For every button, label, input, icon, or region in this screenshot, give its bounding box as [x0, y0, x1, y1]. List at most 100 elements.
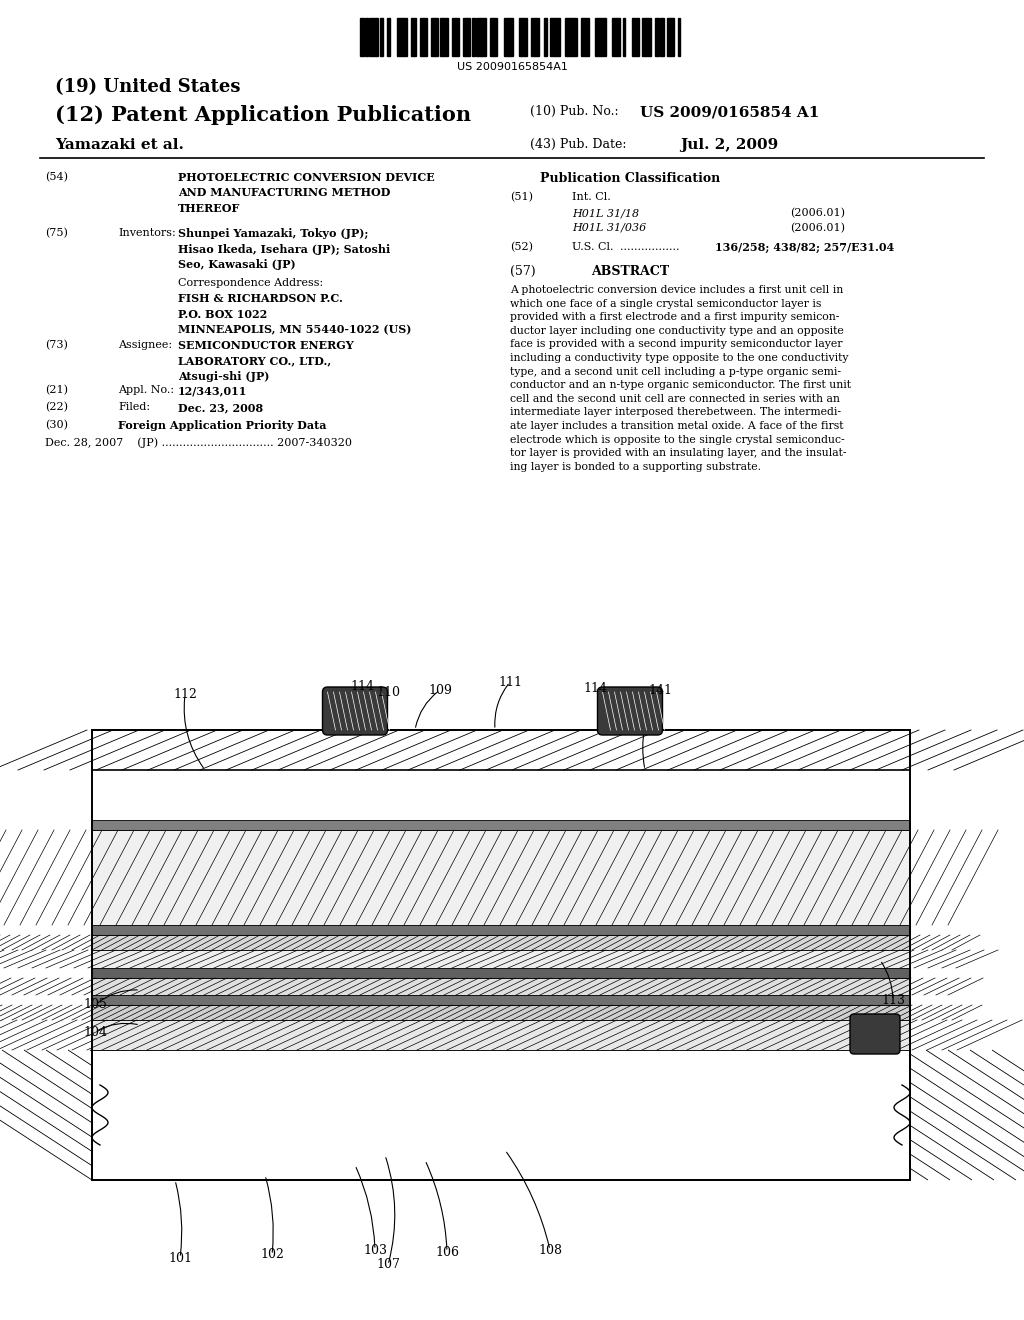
Text: (12) Patent Application Publication: (12) Patent Application Publication: [55, 106, 471, 125]
Bar: [519, 18, 520, 55]
Bar: [368, 18, 369, 55]
Bar: [582, 18, 583, 55]
Bar: [494, 18, 498, 55]
Text: Yamazaki et al.: Yamazaki et al.: [55, 139, 184, 152]
Bar: [654, 18, 655, 55]
Bar: [520, 18, 526, 55]
Bar: [510, 18, 513, 55]
Bar: [92, 1020, 910, 1049]
Bar: [544, 18, 545, 55]
FancyBboxPatch shape: [323, 686, 387, 735]
Bar: [662, 18, 665, 55]
Text: A photoelectric conversion device includes a first unit cell in
which one face o: A photoelectric conversion device includ…: [510, 285, 851, 471]
Bar: [550, 18, 554, 55]
Text: .................: .................: [620, 242, 680, 252]
Text: 103: 103: [362, 1243, 387, 1257]
Text: 136/258; 438/82; 257/E31.04: 136/258; 438/82; 257/E31.04: [715, 242, 894, 253]
Bar: [92, 995, 910, 1005]
Bar: [646, 18, 650, 55]
Text: (73): (73): [45, 341, 68, 350]
Text: (52): (52): [510, 242, 534, 252]
Text: (22): (22): [45, 403, 68, 412]
Bar: [671, 18, 674, 55]
Text: 101: 101: [168, 1251, 193, 1265]
Bar: [92, 820, 910, 830]
Text: (30): (30): [45, 420, 68, 430]
Bar: [401, 18, 408, 55]
Bar: [396, 18, 401, 55]
Text: Inventors:: Inventors:: [118, 228, 176, 238]
Text: Appl. No.:: Appl. No.:: [118, 385, 174, 395]
Text: (51): (51): [510, 191, 534, 202]
Text: Jul. 2, 2009: Jul. 2, 2009: [680, 139, 778, 152]
Text: (10) Pub. No.:: (10) Pub. No.:: [530, 106, 618, 117]
Text: (21): (21): [45, 385, 68, 395]
Text: US 2009/0165854 A1: US 2009/0165854 A1: [640, 106, 819, 119]
Bar: [453, 18, 457, 55]
Text: (54): (54): [45, 172, 68, 182]
Bar: [412, 18, 413, 55]
Text: 113: 113: [881, 994, 905, 1006]
Text: 110: 110: [376, 685, 400, 698]
Bar: [616, 18, 621, 55]
Bar: [366, 18, 368, 55]
Bar: [583, 18, 589, 55]
Text: 105: 105: [83, 998, 106, 1011]
Bar: [624, 18, 625, 55]
Text: Assignee:: Assignee:: [118, 341, 172, 350]
Text: 104: 104: [83, 1026, 106, 1039]
Text: 109: 109: [428, 684, 452, 697]
Bar: [92, 730, 910, 1180]
Text: Publication Classification: Publication Classification: [540, 172, 720, 185]
Bar: [632, 18, 633, 55]
Bar: [545, 18, 547, 55]
Bar: [382, 18, 383, 55]
Text: (75): (75): [45, 228, 68, 239]
Bar: [420, 18, 426, 55]
Bar: [633, 18, 639, 55]
Bar: [678, 18, 680, 55]
Bar: [457, 18, 459, 55]
Bar: [531, 18, 536, 55]
Bar: [360, 18, 365, 55]
Bar: [611, 18, 616, 55]
Text: Int. Cl.: Int. Cl.: [572, 191, 610, 202]
Bar: [380, 18, 382, 55]
Bar: [376, 18, 378, 55]
Text: 106: 106: [435, 1246, 459, 1258]
Bar: [92, 830, 910, 925]
Text: (19) United States: (19) United States: [55, 78, 241, 96]
Bar: [431, 18, 434, 55]
Bar: [92, 978, 910, 995]
Text: 114: 114: [350, 680, 374, 693]
Text: PHOTOELECTRIC CONVERSION DEVICE
AND MANUFACTURING METHOD
THEREOF: PHOTOELECTRIC CONVERSION DEVICE AND MANU…: [178, 172, 435, 214]
Bar: [441, 18, 449, 55]
Bar: [92, 935, 910, 950]
Bar: [642, 18, 646, 55]
Text: Foreign Application Priority Data: Foreign Application Priority Data: [118, 420, 327, 432]
Bar: [426, 18, 427, 55]
Bar: [599, 18, 605, 55]
Text: (2006.01): (2006.01): [790, 209, 845, 218]
Text: Shunpei Yamazaki, Tokyo (JP);
Hisao Ikeda, Isehara (JP); Satoshi
Seo, Kawasaki (: Shunpei Yamazaki, Tokyo (JP); Hisao Iked…: [178, 228, 390, 271]
Text: Dec. 23, 2008: Dec. 23, 2008: [178, 403, 263, 413]
Text: 114: 114: [583, 681, 607, 694]
Text: 102: 102: [260, 1249, 284, 1262]
Text: FISH & RICHARDSON P.C.
P.O. BOX 1022
MINNEAPOLIS, MN 55440-1022 (US): FISH & RICHARDSON P.C. P.O. BOX 1022 MIN…: [178, 293, 412, 335]
Bar: [92, 925, 910, 935]
Bar: [92, 730, 910, 770]
Bar: [554, 18, 560, 55]
Bar: [92, 1049, 910, 1180]
Text: 112: 112: [173, 689, 197, 701]
Text: Filed:: Filed:: [118, 403, 151, 412]
Bar: [473, 18, 475, 55]
Bar: [434, 18, 437, 55]
Bar: [504, 18, 510, 55]
Bar: [467, 18, 470, 55]
Text: (57): (57): [510, 265, 536, 279]
Bar: [389, 18, 390, 55]
Bar: [479, 18, 486, 55]
FancyBboxPatch shape: [850, 1014, 900, 1053]
Bar: [660, 18, 662, 55]
Bar: [439, 18, 441, 55]
